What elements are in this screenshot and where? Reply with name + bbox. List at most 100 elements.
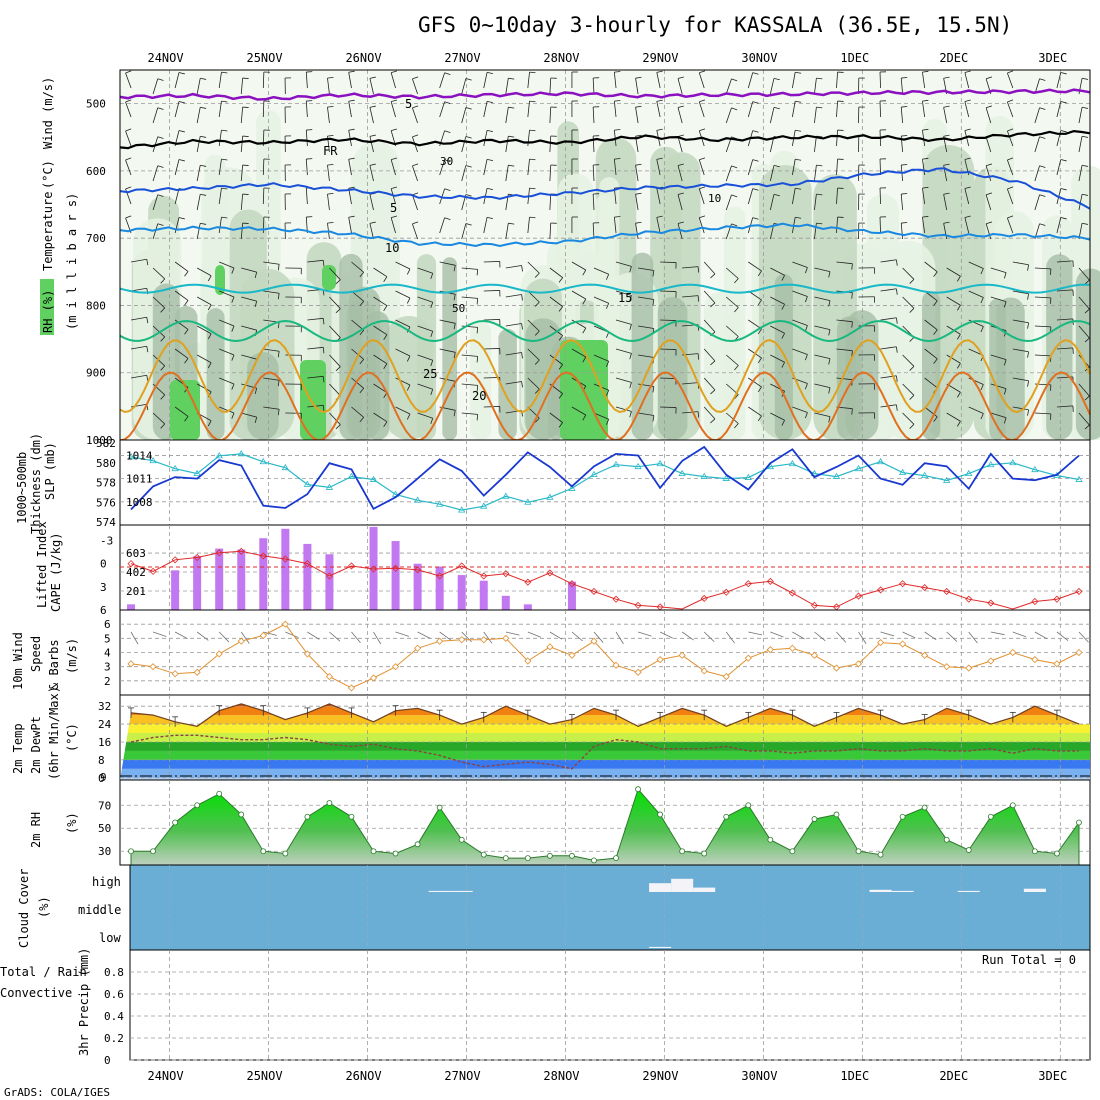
temp-tick-label: 24 bbox=[98, 718, 112, 731]
wind-barb bbox=[483, 130, 488, 147]
thickness-point bbox=[876, 457, 885, 465]
wind-barb bbox=[924, 261, 938, 273]
wind-barb-flag bbox=[710, 302, 716, 308]
lifted-index-point bbox=[744, 580, 752, 588]
wind-barb bbox=[241, 354, 257, 360]
date-label-top: 28NOV bbox=[543, 51, 579, 65]
date-label-top: 30NOV bbox=[741, 51, 777, 65]
wind-barb bbox=[395, 319, 411, 328]
wind-barb-flag bbox=[605, 303, 610, 309]
wind-barb-flag bbox=[1007, 157, 1014, 161]
wind-barb-flag bbox=[635, 192, 642, 195]
pressure-tick-label: 700 bbox=[86, 232, 106, 245]
wind-barb bbox=[682, 266, 699, 269]
wind-barb bbox=[880, 317, 897, 321]
wind-barb-flag bbox=[1027, 409, 1029, 416]
wind-barb bbox=[677, 78, 683, 95]
rh-shade-dark bbox=[247, 352, 279, 440]
date-label-bottom: 26NOV bbox=[345, 1069, 381, 1083]
lifted-index-point bbox=[766, 577, 774, 585]
date-label-bottom: 27NOV bbox=[444, 1069, 480, 1083]
temp-band bbox=[120, 724, 1090, 734]
wind-barb bbox=[196, 223, 201, 240]
wind-barb bbox=[549, 165, 552, 182]
wind10m-point bbox=[369, 674, 378, 682]
wind-barb-flag bbox=[922, 70, 929, 73]
wind-barb-flag bbox=[635, 221, 642, 224]
lifted-index-point bbox=[568, 580, 576, 588]
wind-barb-flag bbox=[1007, 186, 1014, 190]
wind-barb-flag bbox=[465, 194, 472, 197]
wind-barb-flag bbox=[1039, 165, 1046, 168]
wind-barb bbox=[924, 319, 938, 331]
lifted-index-point bbox=[1075, 587, 1083, 596]
wind-barb bbox=[1056, 318, 1073, 321]
wind-barb-flag bbox=[804, 354, 808, 361]
wind-barb-flag bbox=[207, 275, 212, 282]
cloud-patch bbox=[957, 890, 980, 892]
wind-barb bbox=[703, 406, 716, 420]
wind-barb bbox=[571, 290, 586, 300]
wind-barb bbox=[1012, 406, 1029, 411]
rh-label-swatch bbox=[40, 279, 54, 335]
wind-barb-flag bbox=[1027, 264, 1029, 271]
lifted-index-point bbox=[943, 587, 951, 596]
wind10m-barb bbox=[505, 631, 520, 636]
wind-barb bbox=[351, 406, 364, 418]
wind-barb bbox=[769, 78, 775, 95]
wind-barb-flag bbox=[986, 76, 992, 80]
temp2m-panel: 32 24 16 8 0 9 2m Temp 2m DewPt (6hr Min/Max… bbox=[11, 686, 1091, 785]
wind-barb bbox=[527, 72, 530, 89]
wind-barb bbox=[677, 107, 683, 124]
wind-barb-flag bbox=[231, 325, 235, 332]
wind10m-point bbox=[259, 631, 267, 640]
wind-barb bbox=[902, 383, 915, 396]
wind-barb-flag bbox=[391, 215, 398, 219]
wind-barb bbox=[1012, 319, 1029, 324]
wind-barb bbox=[505, 165, 509, 182]
wind-barb bbox=[615, 406, 632, 412]
wind-barb-flag bbox=[486, 216, 494, 219]
wind10m-point bbox=[612, 661, 620, 669]
lifted-index-point bbox=[392, 564, 400, 572]
wind-barb bbox=[174, 159, 180, 176]
wind-barb-flag bbox=[322, 318, 325, 325]
wind-barb bbox=[483, 72, 488, 89]
wind-barb-flag bbox=[178, 72, 185, 75]
temp-unit: (°C) bbox=[65, 723, 79, 752]
wind-barb-flag bbox=[605, 332, 610, 338]
wind-barb bbox=[351, 290, 364, 302]
precip-tick-label: 0.6 bbox=[104, 988, 124, 1001]
wind-barb-flag bbox=[1084, 395, 1090, 401]
wind-barb bbox=[1006, 72, 1014, 89]
wind-barb-flag bbox=[558, 393, 563, 399]
thickness-point bbox=[1031, 465, 1039, 473]
wind-barb-flag bbox=[160, 336, 166, 342]
wind-barb-flag bbox=[752, 217, 759, 220]
wind-barb-flag bbox=[933, 300, 938, 306]
wind-barb bbox=[682, 295, 699, 298]
rh2m-point bbox=[767, 836, 774, 843]
wind-barb-flag bbox=[430, 418, 434, 425]
lifted-index-point bbox=[480, 572, 488, 580]
wind-barb bbox=[369, 78, 374, 95]
wind-barb bbox=[307, 259, 324, 263]
wind-barb-flag bbox=[178, 130, 185, 133]
wind-barb bbox=[748, 377, 762, 388]
rh2m-point bbox=[326, 800, 333, 806]
wind-barb-flag bbox=[710, 360, 716, 366]
wind-barb bbox=[1012, 261, 1029, 266]
wind-barb-flag bbox=[465, 223, 472, 226]
precip-tick-label: 0.8 bbox=[104, 966, 124, 979]
thickness-point bbox=[281, 463, 290, 471]
wind-barb bbox=[527, 159, 530, 176]
slp-ticks: 582 580 578 576 574 1014 1011 1008 bbox=[96, 437, 153, 529]
wind-barb-flag bbox=[896, 317, 898, 324]
wind-barb-flag bbox=[752, 72, 759, 75]
wind-barb-flag bbox=[1003, 388, 1007, 395]
cloud-level-middle: middle bbox=[78, 903, 121, 917]
wind-barb-flag bbox=[956, 392, 961, 398]
wind-barb bbox=[439, 188, 445, 205]
temp-grid bbox=[120, 695, 1090, 780]
